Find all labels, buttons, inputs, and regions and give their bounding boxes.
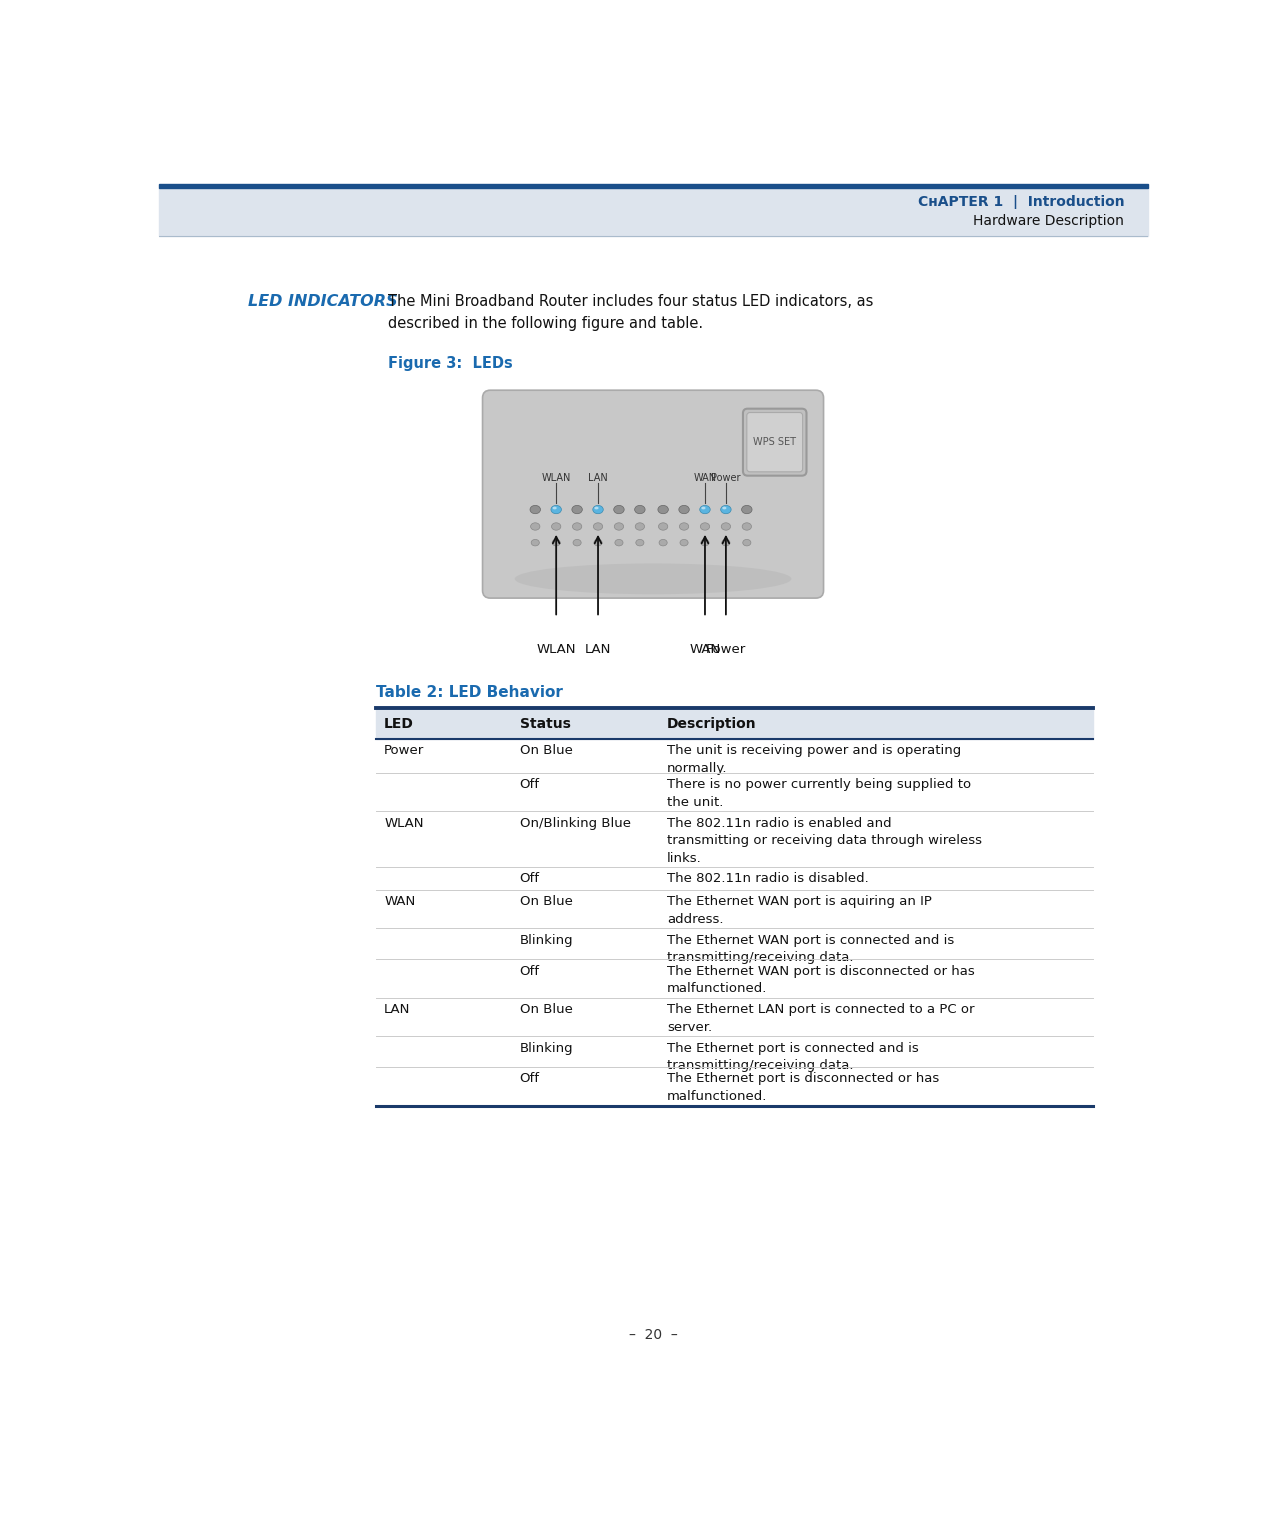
Text: Figure 3:  LEDs: Figure 3: LEDs xyxy=(388,355,513,371)
Text: LAN: LAN xyxy=(384,1003,411,1016)
Ellipse shape xyxy=(678,506,690,513)
Bar xyxy=(376,708,1093,738)
Text: Off: Off xyxy=(520,872,539,885)
Ellipse shape xyxy=(613,506,625,513)
Text: Off: Off xyxy=(520,965,539,977)
Ellipse shape xyxy=(594,507,598,510)
Text: Hardware Description: Hardware Description xyxy=(973,214,1125,228)
Ellipse shape xyxy=(615,522,623,530)
Ellipse shape xyxy=(552,522,561,530)
Ellipse shape xyxy=(515,564,792,594)
Ellipse shape xyxy=(593,506,603,513)
Text: On Blue: On Blue xyxy=(520,745,572,757)
Text: The Ethernet WAN port is connected and is
transmitting/receiving data.: The Ethernet WAN port is connected and i… xyxy=(667,935,954,964)
Text: WAN: WAN xyxy=(694,472,717,483)
Ellipse shape xyxy=(722,539,731,545)
Text: WLAN: WLAN xyxy=(384,817,423,830)
Text: On Blue: On Blue xyxy=(520,895,572,908)
Text: WLAN: WLAN xyxy=(542,472,571,483)
Ellipse shape xyxy=(552,507,557,510)
Ellipse shape xyxy=(572,506,583,513)
Ellipse shape xyxy=(552,539,560,545)
Text: Status: Status xyxy=(520,717,571,731)
Text: LED: LED xyxy=(384,717,414,731)
Bar xyxy=(159,184,1148,188)
Text: CʜAPTER 1  |  Introduction: CʜAPTER 1 | Introduction xyxy=(918,195,1125,210)
Text: WPS SET: WPS SET xyxy=(754,437,796,447)
Text: Power: Power xyxy=(384,745,425,757)
Ellipse shape xyxy=(658,506,668,513)
Text: The Ethernet port is connected and is
transmitting/receiving data.: The Ethernet port is connected and is tr… xyxy=(667,1042,919,1072)
Text: Off: Off xyxy=(520,1072,539,1085)
Ellipse shape xyxy=(722,507,727,510)
FancyBboxPatch shape xyxy=(743,409,807,475)
Ellipse shape xyxy=(680,539,688,545)
Ellipse shape xyxy=(532,539,539,545)
Ellipse shape xyxy=(615,539,623,545)
Ellipse shape xyxy=(530,522,539,530)
Ellipse shape xyxy=(635,506,645,513)
Text: WAN: WAN xyxy=(690,643,720,656)
Ellipse shape xyxy=(722,522,731,530)
Text: The 802.11n radio is enabled and
transmitting or receiving data through wireless: The 802.11n radio is enabled and transmi… xyxy=(667,817,982,864)
Ellipse shape xyxy=(572,539,581,545)
Text: Blinking: Blinking xyxy=(520,1042,574,1054)
Text: –  20  –: – 20 – xyxy=(629,1328,678,1342)
Text: Table 2: LED Behavior: Table 2: LED Behavior xyxy=(376,685,564,700)
Text: The 802.11n radio is disabled.: The 802.11n radio is disabled. xyxy=(667,872,868,885)
Ellipse shape xyxy=(701,539,709,545)
Text: described in the following figure and table.: described in the following figure and ta… xyxy=(388,316,703,331)
Ellipse shape xyxy=(572,522,581,530)
Ellipse shape xyxy=(742,522,751,530)
Ellipse shape xyxy=(680,522,688,530)
Ellipse shape xyxy=(700,522,710,530)
Ellipse shape xyxy=(743,539,751,545)
Text: There is no power currently being supplied to
the unit.: There is no power currently being suppli… xyxy=(667,778,972,809)
Text: The Mini Broadband Router includes four status LED indicators, as: The Mini Broadband Router includes four … xyxy=(388,294,873,309)
Text: LED INDICATORS: LED INDICATORS xyxy=(249,294,398,309)
Text: WLAN: WLAN xyxy=(537,643,576,656)
Text: The unit is receiving power and is operating
normally.: The unit is receiving power and is opera… xyxy=(667,745,961,775)
Ellipse shape xyxy=(700,506,710,513)
Text: Power: Power xyxy=(706,643,746,656)
Ellipse shape xyxy=(593,522,603,530)
Text: Description: Description xyxy=(667,717,756,731)
Text: WAN: WAN xyxy=(384,895,416,908)
Text: LAN: LAN xyxy=(588,472,608,483)
Text: Blinking: Blinking xyxy=(520,935,574,947)
Ellipse shape xyxy=(658,522,668,530)
Ellipse shape xyxy=(659,539,667,545)
Ellipse shape xyxy=(742,506,752,513)
FancyBboxPatch shape xyxy=(747,412,803,472)
Ellipse shape xyxy=(551,506,561,513)
Text: Power: Power xyxy=(711,472,741,483)
Ellipse shape xyxy=(635,522,645,530)
Text: The Ethernet WAN port is aquiring an IP
address.: The Ethernet WAN port is aquiring an IP … xyxy=(667,895,932,925)
Text: The Ethernet port is disconnected or has
malfunctioned.: The Ethernet port is disconnected or has… xyxy=(667,1072,940,1103)
Text: The Ethernet WAN port is disconnected or has
malfunctioned.: The Ethernet WAN port is disconnected or… xyxy=(667,965,975,996)
Bar xyxy=(159,188,1148,236)
Text: On/Blinking Blue: On/Blinking Blue xyxy=(520,817,631,830)
Text: On Blue: On Blue xyxy=(520,1003,572,1016)
Ellipse shape xyxy=(701,507,705,510)
Ellipse shape xyxy=(530,506,541,513)
FancyBboxPatch shape xyxy=(482,391,824,597)
Text: The Ethernet LAN port is connected to a PC or
server.: The Ethernet LAN port is connected to a … xyxy=(667,1003,974,1034)
Text: Off: Off xyxy=(520,778,539,792)
Ellipse shape xyxy=(720,506,731,513)
Ellipse shape xyxy=(594,539,602,545)
Ellipse shape xyxy=(636,539,644,545)
Text: LAN: LAN xyxy=(585,643,611,656)
